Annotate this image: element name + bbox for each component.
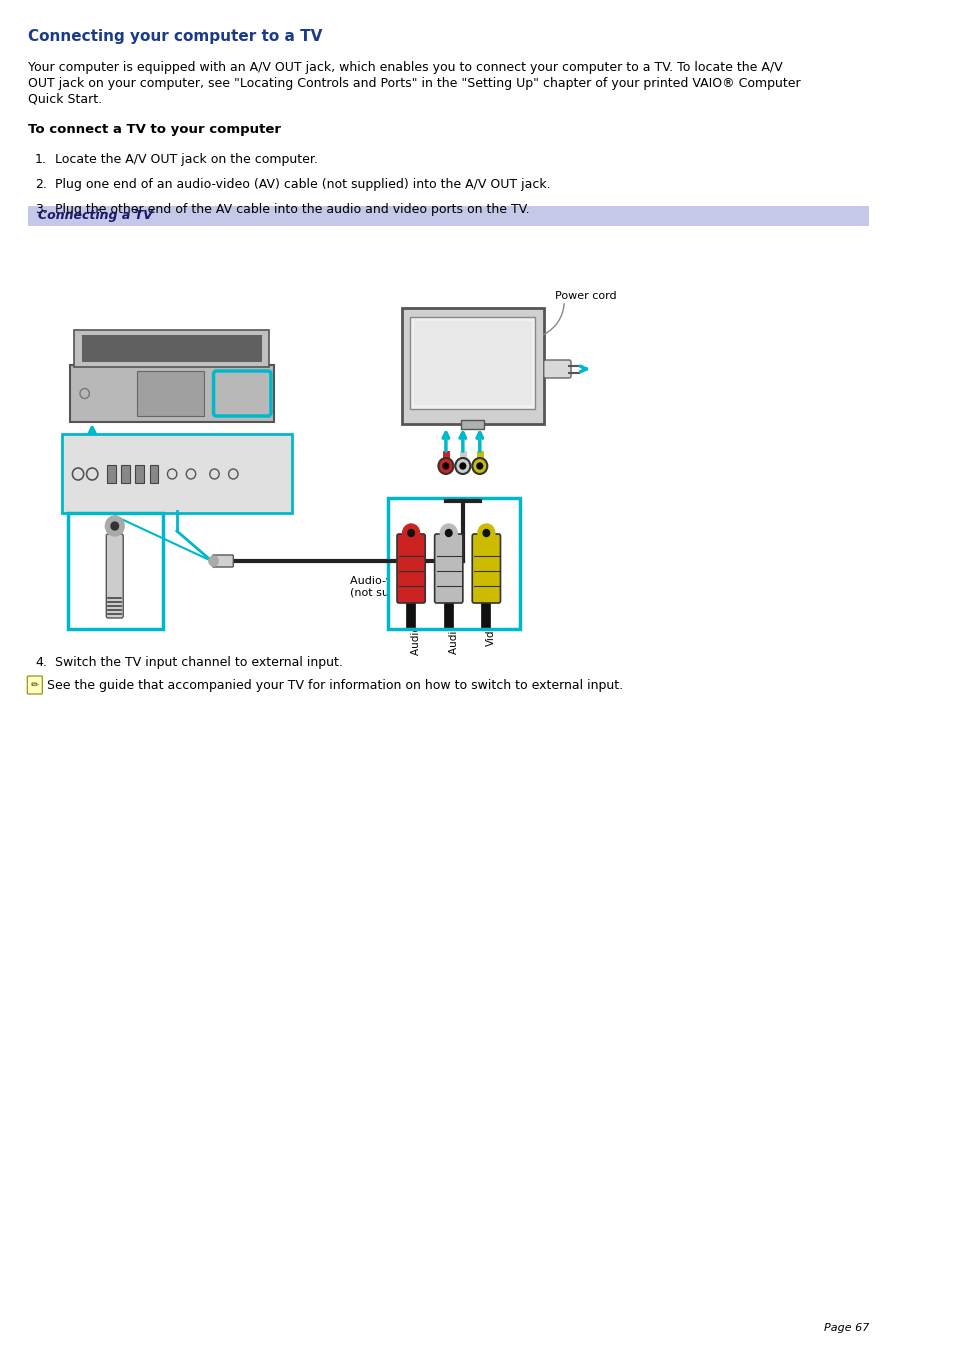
- Circle shape: [477, 524, 495, 542]
- Text: 4.: 4.: [35, 657, 47, 669]
- Text: Quick Start.: Quick Start.: [29, 93, 102, 105]
- Text: 2.: 2.: [35, 178, 47, 190]
- Circle shape: [209, 557, 218, 566]
- FancyBboxPatch shape: [68, 513, 163, 630]
- Circle shape: [111, 521, 118, 530]
- FancyBboxPatch shape: [410, 317, 535, 409]
- FancyBboxPatch shape: [74, 330, 269, 367]
- Text: OUT jack on your computer, see "Locating Controls and Ports" in the "Setting Up": OUT jack on your computer, see "Locating…: [29, 77, 800, 91]
- Circle shape: [439, 524, 456, 542]
- FancyBboxPatch shape: [82, 335, 261, 362]
- Text: Connecting a TV: Connecting a TV: [37, 209, 152, 223]
- Text: Audio-video cable
(not supplied): Audio-video cable (not supplied): [350, 576, 449, 597]
- FancyBboxPatch shape: [401, 308, 543, 424]
- Text: To connect a TV to your computer: To connect a TV to your computer: [29, 123, 281, 136]
- FancyBboxPatch shape: [29, 205, 868, 226]
- FancyBboxPatch shape: [213, 555, 233, 567]
- FancyBboxPatch shape: [396, 534, 425, 603]
- Text: 3.: 3.: [35, 203, 47, 216]
- Text: Power cord: Power cord: [555, 290, 616, 301]
- FancyBboxPatch shape: [137, 372, 204, 416]
- Text: Switch the TV input channel to external input.: Switch the TV input channel to external …: [54, 657, 342, 669]
- FancyBboxPatch shape: [28, 676, 42, 694]
- Text: Audio - R: Audio - R: [411, 608, 420, 655]
- Circle shape: [442, 463, 448, 469]
- Text: See the guide that accompanied your TV for information on how to switch to exter: See the guide that accompanied your TV f…: [47, 680, 622, 692]
- FancyBboxPatch shape: [135, 465, 144, 484]
- FancyBboxPatch shape: [414, 322, 531, 405]
- Text: Connecting your computer to a TV: Connecting your computer to a TV: [29, 28, 322, 45]
- Circle shape: [407, 530, 414, 536]
- Text: Plug one end of an audio-video (AV) cable (not supplied) into the A/V OUT jack.: Plug one end of an audio-video (AV) cabl…: [54, 178, 550, 190]
- Text: Plug the other end of the AV cable into the audio and video ports on the TV.: Plug the other end of the AV cable into …: [54, 203, 529, 216]
- Text: TV: TV: [464, 354, 480, 367]
- Circle shape: [455, 458, 470, 474]
- Circle shape: [459, 463, 465, 469]
- Text: Your computer is equipped with an A/V OUT jack, which enables you to connect you: Your computer is equipped with an A/V OU…: [29, 61, 782, 74]
- Circle shape: [482, 530, 489, 536]
- Text: Audio - L: Audio - L: [448, 608, 458, 654]
- Text: Video: Video: [486, 616, 496, 646]
- FancyBboxPatch shape: [460, 420, 483, 430]
- Text: ✏: ✏: [30, 680, 39, 690]
- Circle shape: [476, 463, 482, 469]
- Text: 1.: 1.: [35, 153, 47, 166]
- Circle shape: [445, 530, 452, 536]
- FancyBboxPatch shape: [435, 534, 462, 603]
- Text: A/V OUT jack: A/V OUT jack: [69, 516, 145, 530]
- Circle shape: [105, 516, 124, 536]
- Text: Locate the A/V OUT jack on the computer.: Locate the A/V OUT jack on the computer.: [54, 153, 317, 166]
- FancyBboxPatch shape: [62, 434, 292, 513]
- FancyBboxPatch shape: [107, 465, 115, 484]
- Text: Page 67: Page 67: [823, 1323, 868, 1333]
- FancyBboxPatch shape: [70, 365, 274, 422]
- FancyBboxPatch shape: [472, 534, 500, 603]
- Circle shape: [472, 458, 487, 474]
- Circle shape: [402, 524, 419, 542]
- FancyBboxPatch shape: [106, 534, 123, 617]
- FancyBboxPatch shape: [387, 499, 519, 630]
- FancyBboxPatch shape: [150, 465, 158, 484]
- Circle shape: [438, 458, 453, 474]
- FancyBboxPatch shape: [543, 359, 571, 378]
- FancyBboxPatch shape: [121, 465, 130, 484]
